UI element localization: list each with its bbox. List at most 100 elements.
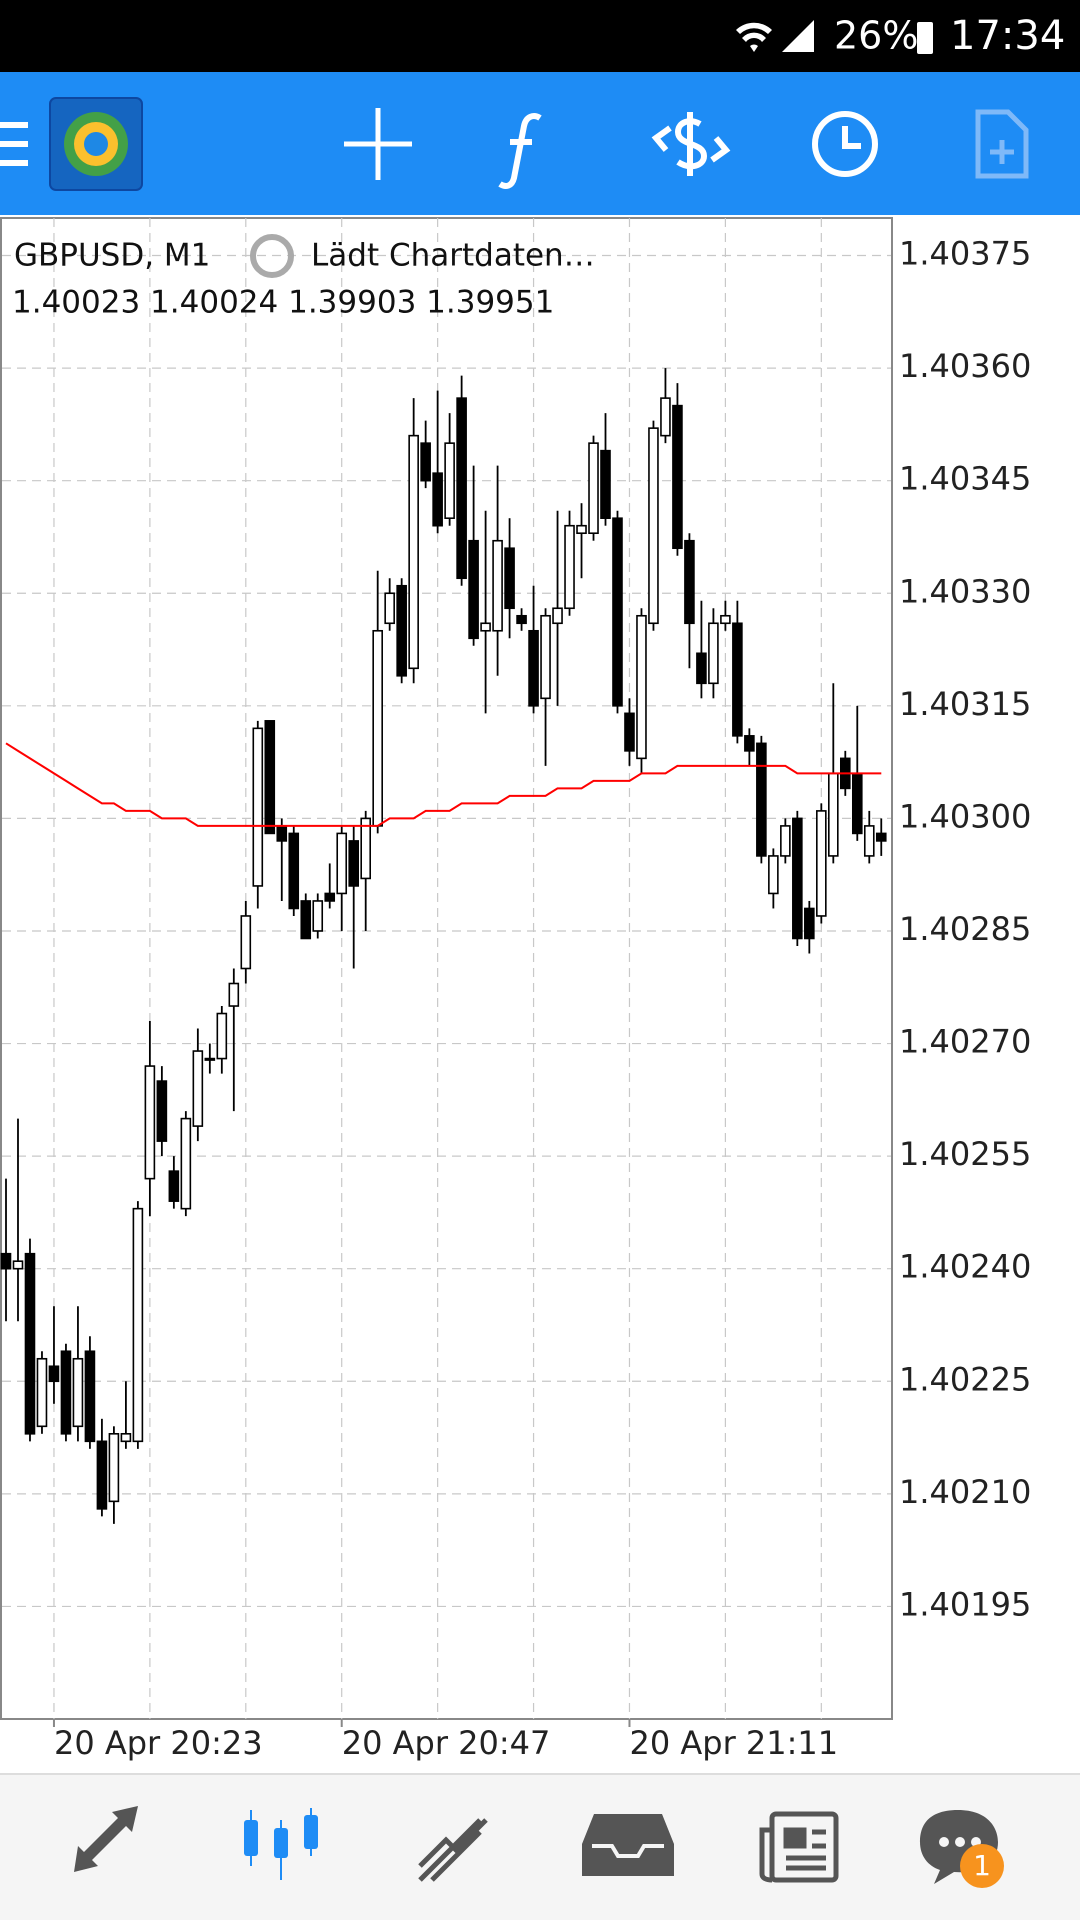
quote-line: 1.40023 1.40024 1.39903 1.39951 xyxy=(12,285,554,321)
y-tick-label: 1.40345 xyxy=(899,460,1031,498)
period-button[interactable] xyxy=(812,111,878,177)
y-tick-label: 1.40375 xyxy=(899,235,1031,273)
candle-body xyxy=(432,472,443,527)
indicators-button[interactable] xyxy=(498,113,542,189)
candle-body xyxy=(684,539,695,625)
wifi-icon xyxy=(736,22,772,52)
loading-status: Lädt Chartdaten… xyxy=(311,238,595,274)
candle-body xyxy=(588,442,599,535)
candle-body xyxy=(744,735,755,752)
candle-body xyxy=(240,915,252,970)
candle-body xyxy=(875,832,887,842)
trade-tab[interactable] xyxy=(418,1818,488,1882)
candle-body xyxy=(48,1365,60,1383)
x-tick-label: 20 Apr 21:11 xyxy=(629,1724,838,1762)
candle-body xyxy=(288,832,300,910)
candle-body xyxy=(408,434,419,670)
chat-tab[interactable] xyxy=(920,1810,1004,1888)
candle-body xyxy=(516,614,527,625)
status-bar xyxy=(0,0,1080,72)
candle-body xyxy=(696,652,707,685)
trade-button[interactable] xyxy=(651,112,731,176)
signal-icon xyxy=(782,20,814,52)
loading-spinner xyxy=(250,234,294,278)
candle-body xyxy=(180,1117,192,1210)
status-icons xyxy=(736,20,933,54)
y-tick-label: 1.40225 xyxy=(899,1360,1031,1398)
candle-body xyxy=(348,840,360,887)
x-tick-label: 20 Apr 20:23 xyxy=(54,1724,263,1762)
candle-body xyxy=(624,712,635,752)
candle-body xyxy=(420,442,431,482)
y-tick-label: 1.40285 xyxy=(899,910,1031,948)
candle-body xyxy=(768,855,779,895)
candle-body xyxy=(732,622,743,737)
candle-body xyxy=(372,629,383,827)
candle-body xyxy=(216,1012,228,1060)
candle-body xyxy=(72,1357,84,1428)
candle-body xyxy=(264,720,276,835)
candle-body xyxy=(600,449,611,519)
battery-icon xyxy=(917,22,933,54)
candle-body xyxy=(636,614,647,760)
candle-body xyxy=(648,427,659,625)
candle-body xyxy=(324,892,336,902)
new-order-button[interactable] xyxy=(975,109,1029,179)
chart xyxy=(0,218,891,1727)
candle-body xyxy=(612,517,623,707)
history-tab[interactable] xyxy=(582,1814,674,1876)
candle-body xyxy=(816,810,827,917)
symbol-label: GBPUSD, M1 xyxy=(14,238,210,274)
candle-body xyxy=(60,1350,72,1435)
app-logo[interactable] xyxy=(49,97,143,191)
battery-level: 26% xyxy=(834,14,918,58)
y-tick-label: 1.40195 xyxy=(899,1585,1031,1623)
candle-body xyxy=(660,397,671,437)
candle-body xyxy=(444,442,455,519)
y-tick-label: 1.40315 xyxy=(899,685,1031,723)
news-tab[interactable] xyxy=(759,1811,839,1883)
candle-body xyxy=(228,982,240,1007)
chat-badge: 1 xyxy=(973,1849,991,1882)
toolbar xyxy=(0,72,1080,215)
candle-body xyxy=(384,592,395,625)
candle-body xyxy=(144,1065,156,1180)
candle-body xyxy=(96,1440,108,1510)
candle-body xyxy=(576,524,587,535)
candle-body xyxy=(300,900,312,940)
menu-button[interactable] xyxy=(0,122,28,166)
candle-body xyxy=(480,622,491,632)
candle-body xyxy=(36,1357,48,1428)
candle-body xyxy=(720,614,731,625)
candle-body xyxy=(192,1050,204,1127)
candle-body xyxy=(708,622,719,685)
moving-average-line xyxy=(5,742,882,827)
candle-body xyxy=(156,1080,168,1142)
y-tick-label: 1.40330 xyxy=(899,572,1031,610)
candle-body xyxy=(204,1057,216,1061)
candle-body xyxy=(672,404,683,550)
candle-body xyxy=(756,742,767,857)
chart-tab[interactable] xyxy=(244,1808,318,1880)
y-tick-label: 1.40210 xyxy=(899,1473,1031,1511)
candle-body xyxy=(108,1433,120,1503)
x-tick-label: 20 Apr 20:47 xyxy=(342,1724,551,1762)
candle-body xyxy=(804,907,815,940)
candle-body xyxy=(540,614,551,700)
y-tick-label: 1.40240 xyxy=(899,1248,1031,1286)
candle-body xyxy=(468,539,479,640)
candle-body xyxy=(132,1207,144,1443)
candle-body xyxy=(528,629,539,707)
y-tick-label: 1.40360 xyxy=(899,347,1031,385)
candle-body xyxy=(504,547,515,610)
y-tick-label: 1.40300 xyxy=(899,797,1031,835)
y-tick-label: 1.40255 xyxy=(899,1135,1031,1173)
crosshair-button[interactable] xyxy=(344,108,412,180)
y-tick-label: 1.40270 xyxy=(899,1023,1031,1061)
candle-body xyxy=(12,1260,24,1270)
quotes-tab[interactable] xyxy=(74,1806,138,1872)
candle-body xyxy=(336,832,348,895)
candle-body xyxy=(120,1433,132,1443)
candle-body xyxy=(276,825,288,842)
